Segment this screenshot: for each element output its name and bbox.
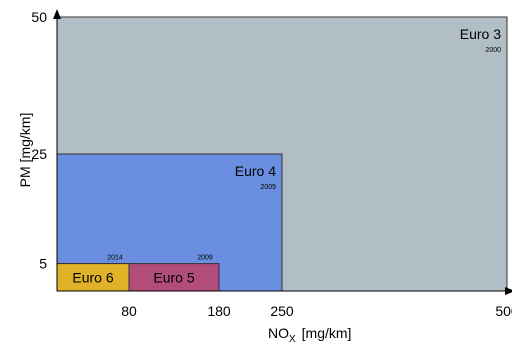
y-tick-label: 25 [31,146,47,162]
x-tick-label: 80 [121,303,137,319]
region-label-euro-5: Euro 5 [153,269,194,285]
emission-regions [56,16,508,292]
y-axis-label: PM [mg/km] [17,113,33,188]
x-axis-arrow [505,287,512,295]
x-axis-label: NOX [mg/km] [268,325,351,345]
region-year-euro-5: 2009 [197,255,213,262]
region-year-euro-4: 2005 [260,184,276,191]
x-tick-label: 250 [270,303,294,319]
x-axis-label-main: NO [268,325,289,341]
axes [53,9,512,295]
tick-labels: 80 180 250 500 5 25 50 [31,9,512,319]
y-tick-label: 5 [39,256,47,272]
x-axis-label-subscript: X [289,334,296,345]
region-euro-6 [56,263,130,292]
x-tick-label: 500 [495,303,512,319]
region-year-euro-6: 2014 [107,255,123,262]
region-label-euro-3: Euro 3 [460,26,501,42]
x-axis-label-unit: [mg/km] [302,325,352,341]
y-axis-arrow [53,9,61,19]
y-tick-label: 50 [31,9,47,25]
region-year-euro-3: 2000 [485,47,501,54]
region-label-euro-6: Euro 6 [72,269,113,285]
x-tick-label: 180 [207,303,231,319]
region-label-euro-4: Euro 4 [235,163,276,179]
